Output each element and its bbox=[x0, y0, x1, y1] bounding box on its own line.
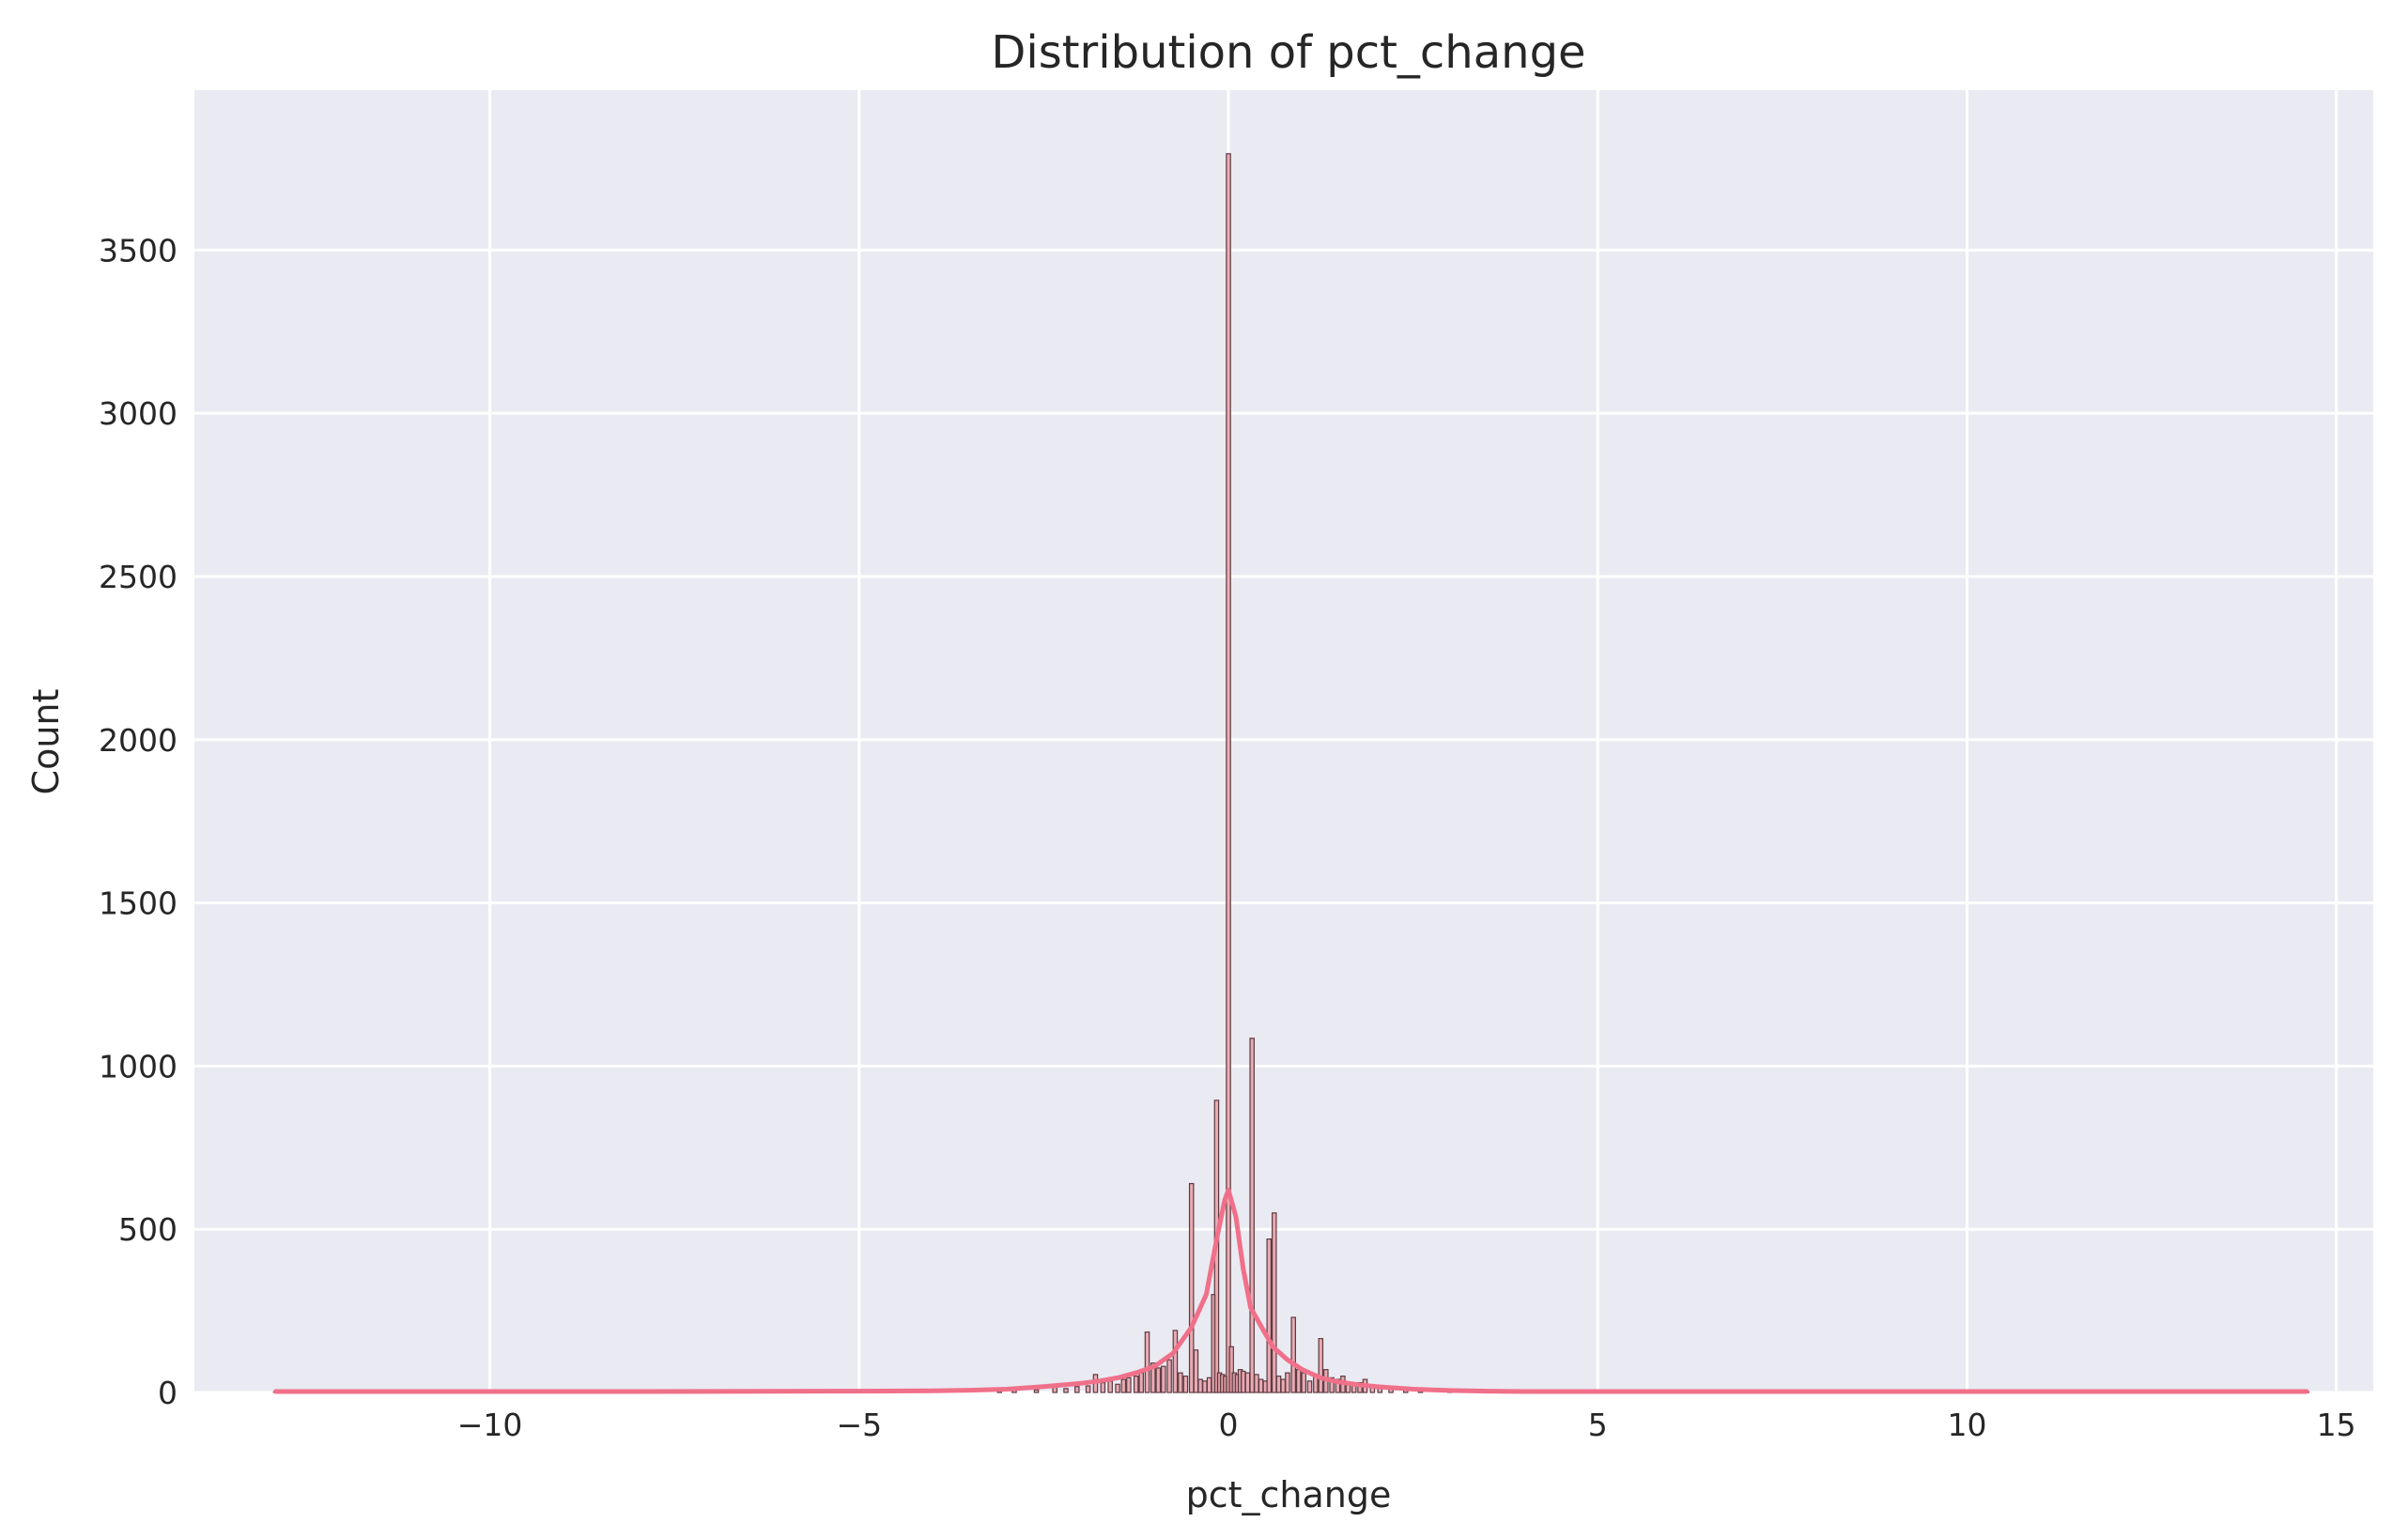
histogram-bar bbox=[1188, 1182, 1195, 1393]
histogram-bar bbox=[1074, 1386, 1080, 1393]
histogram-bar bbox=[1126, 1377, 1132, 1393]
y-axis-ticks: 0 500 1000 1500 2000 2500 3000 3500 bbox=[99, 232, 178, 1411]
histogram-bar bbox=[1178, 1372, 1183, 1393]
histogram-bar bbox=[1240, 1370, 1246, 1393]
y-tick-label: 2500 bbox=[99, 559, 178, 595]
histogram-bar bbox=[1249, 1038, 1255, 1393]
histogram-bar bbox=[1290, 1316, 1296, 1393]
histogram-bar bbox=[1133, 1376, 1139, 1393]
histogram-bar bbox=[1329, 1377, 1335, 1393]
histogram-bar bbox=[1138, 1372, 1144, 1393]
histogram-bar bbox=[1166, 1359, 1172, 1393]
histogram-bar bbox=[1063, 1388, 1069, 1393]
histogram-bar bbox=[1155, 1367, 1162, 1393]
histogram-bar bbox=[1085, 1385, 1091, 1393]
histogram-bar bbox=[1144, 1331, 1150, 1393]
x-axis-ticks: −10 −5 0 5 10 15 bbox=[457, 1407, 2356, 1443]
histogram-bar bbox=[1275, 1376, 1282, 1393]
histogram-bar bbox=[1228, 1346, 1234, 1393]
histogram-bar bbox=[1197, 1378, 1203, 1393]
x-tick-label: 15 bbox=[2317, 1407, 2356, 1443]
y-tick-label: 1500 bbox=[99, 885, 178, 922]
x-tick-label: −5 bbox=[836, 1407, 882, 1443]
y-axis-label: Count bbox=[25, 689, 67, 795]
y-tick-label: 1000 bbox=[99, 1048, 178, 1084]
y-tick-label: 3500 bbox=[99, 232, 178, 269]
histogram-bar bbox=[1266, 1238, 1273, 1393]
x-axis-label: pct_change bbox=[1186, 1474, 1392, 1515]
y-tick-label: 0 bbox=[158, 1375, 178, 1411]
chart-title: Distribution of pct_change bbox=[991, 26, 1585, 79]
histogram-bar bbox=[1172, 1330, 1179, 1393]
y-tick-label: 3000 bbox=[99, 395, 178, 432]
histogram-bar bbox=[1120, 1378, 1127, 1393]
histogram-bar bbox=[1202, 1380, 1208, 1393]
histogram-bar bbox=[1280, 1378, 1286, 1393]
x-tick-label: 5 bbox=[1588, 1407, 1608, 1443]
histogram-bar bbox=[1193, 1349, 1199, 1393]
plot-area bbox=[194, 90, 2373, 1392]
y-tick-label: 500 bbox=[118, 1211, 178, 1248]
kde-line bbox=[273, 1188, 2309, 1394]
histogram-bar bbox=[1244, 1372, 1251, 1393]
histogram-bar bbox=[1226, 153, 1231, 1393]
histogram-bar bbox=[1272, 1212, 1277, 1393]
histogram-bar bbox=[1161, 1365, 1166, 1393]
histogram-bar bbox=[1285, 1372, 1290, 1393]
x-tick-label: −10 bbox=[457, 1407, 523, 1443]
histogram-bar bbox=[1258, 1378, 1264, 1393]
y-tick-label: 2000 bbox=[99, 722, 178, 759]
grid-lines bbox=[194, 90, 2373, 1394]
histogram-bar bbox=[1206, 1377, 1212, 1393]
histogram-bar bbox=[1033, 1389, 1040, 1393]
histogram-bar bbox=[1107, 1380, 1113, 1393]
histogram-bar bbox=[1318, 1338, 1324, 1393]
histogram-bar bbox=[1150, 1362, 1156, 1393]
histogram-bar bbox=[1115, 1383, 1120, 1393]
kde-curve-group bbox=[273, 1188, 2309, 1394]
histogram-bar bbox=[1182, 1376, 1189, 1393]
x-tick-label: 0 bbox=[1219, 1407, 1239, 1443]
x-tick-label: 10 bbox=[1947, 1407, 1986, 1443]
histogram-bar bbox=[1301, 1372, 1306, 1393]
histogram-bar bbox=[1306, 1380, 1313, 1393]
histogram-bar bbox=[1295, 1369, 1302, 1393]
histogram-bar bbox=[1100, 1381, 1106, 1393]
histogram-bar bbox=[1254, 1374, 1259, 1393]
